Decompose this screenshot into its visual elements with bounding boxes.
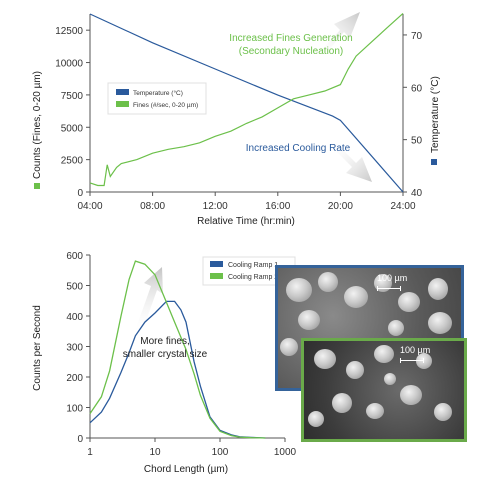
top-y2-axis-label-text: Temperature (°C) (430, 76, 441, 153)
annotation-cooling-rate: Increased Cooling Rate (246, 143, 351, 154)
top-x-tick-label: 24:00 (390, 201, 415, 212)
top-y-axis-label: Counts (Fines, 0-20 µm) (32, 71, 43, 189)
legend-label-ramp2: Cooling Ramp 2 (228, 274, 278, 281)
annotation-smaller-crystal: smaller crystal size (123, 349, 208, 360)
top-y-tick-label: 7500 (61, 91, 84, 102)
annotation-more-fines: More fines, (140, 336, 189, 347)
top-y2-tick-label: 50 (411, 136, 423, 147)
top-x-tick-label: 20:00 (328, 201, 353, 212)
top-y-tick-label: 10000 (55, 59, 83, 70)
scale-bar-ramp1: 100 µm (377, 273, 417, 293)
top-y-tick-label: 2500 (61, 156, 84, 167)
top-x-tick-label: 12:00 (203, 201, 228, 212)
cooling-arrow (330, 141, 372, 182)
bottom-y-tick-label: 300 (66, 343, 83, 354)
bottom-y-axis-label: Counts per Second (32, 305, 43, 391)
top-y2-tick-label: 70 (411, 31, 423, 42)
legend-swatch-ramp1 (210, 261, 223, 267)
bottom-y-tick-label: 600 (66, 251, 83, 262)
legend-label-ramp1: Cooling Ramp 1 (228, 262, 278, 269)
legend-swatch-ramp2 (210, 273, 223, 279)
top-y2-tick-label: 40 (411, 188, 423, 199)
top-x-tick-label: 04:00 (77, 201, 102, 212)
ramp2-line (89, 260, 266, 439)
top-legend: Temperature (°C) Fines (#/sec, 0-20 µm) (107, 82, 207, 115)
bottom-x-tick-label: 1000 (274, 447, 297, 458)
ramp1-line (89, 300, 266, 439)
top-y-tick-label: 12500 (55, 26, 83, 37)
scale-label-ramp1: 100 µm (377, 273, 408, 283)
fines-line (89, 12, 404, 187)
growth-arrow (318, 12, 360, 58)
fines-arrow (135, 267, 163, 335)
bottom-x-axis-label: Chord Length (µm) (144, 464, 228, 475)
top-y2-axis-label: Temperature (°C) (430, 76, 441, 165)
bottom-x-tick-label: 1 (87, 447, 93, 458)
top-y-tick-label: 0 (77, 188, 83, 199)
top-y-tick-label: 5000 (61, 123, 84, 134)
bottom-y-tick-label: 0 (77, 434, 83, 445)
top-chart-series (89, 12, 404, 193)
annotation-secondary-nucleation: (Secondary Nucleation) (239, 46, 344, 57)
top-x-tick-label: 08:00 (140, 201, 165, 212)
temperature-fines-chart: 04:00 08:00 12:00 16:00 20:00 24:00 0 2500 5000 7… (32, 12, 441, 227)
annotation-fines-generation: Increased Fines Generation (229, 33, 352, 44)
bottom-chart-series (89, 260, 266, 439)
bottom-x-tick-label: 10 (149, 447, 161, 458)
bottom-y-tick-label: 400 (66, 312, 83, 323)
bottom-y-tick-label: 500 (66, 282, 83, 293)
top-y-axis-label-text: Counts (Fines, 0-20 µm) (32, 71, 43, 179)
temperature-line (89, 13, 404, 193)
legend-swatch-temperature (116, 89, 129, 95)
bottom-y-tick-label: 200 (66, 373, 83, 384)
micrograph-ramp2: 100 µm (301, 338, 467, 442)
scale-bar-ramp2: 100 µm (400, 345, 440, 365)
legend-swatch-fines (116, 101, 129, 107)
top-y2-tick-label: 60 (411, 83, 423, 94)
top-x-axis-label: Relative Time (hr:min) (197, 216, 295, 227)
bottom-y-tick-label: 100 (66, 404, 83, 415)
bottom-x-tick-label: 100 (212, 447, 229, 458)
legend-label-temperature: Temperature (°C) (133, 89, 183, 97)
legend-label-fines: Fines (#/sec, 0-20 µm) (133, 102, 198, 109)
bottom-chart-axes: 1 10 100 1000 0 100 200 300 400 500 600 (66, 251, 296, 458)
top-chart-axes: 04:00 08:00 12:00 16:00 20:00 24:00 0 2500 5000 7… (55, 14, 423, 212)
top-x-tick-label: 16:00 (265, 201, 290, 212)
scale-label-ramp2: 100 µm (400, 345, 431, 355)
